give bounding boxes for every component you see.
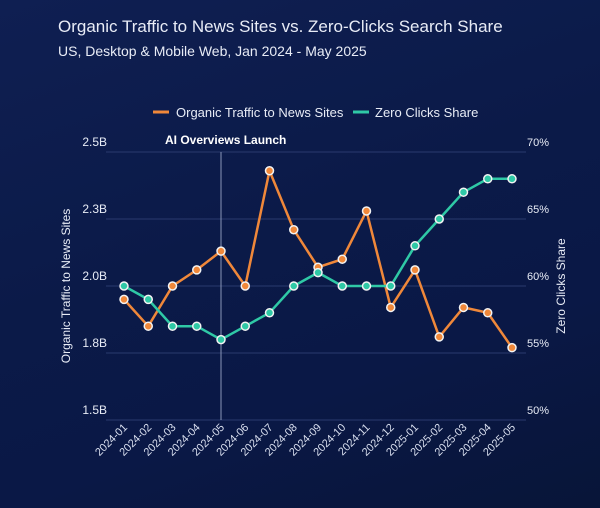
data-point-zero-clicks xyxy=(240,321,250,331)
y-axis-label-left: Organic Traffic to News Sites xyxy=(59,209,73,364)
data-point-zero-clicks xyxy=(337,281,347,291)
data-point-organic-traffic xyxy=(337,254,347,264)
data-point-organic-traffic xyxy=(410,265,420,275)
data-point-zero-clicks xyxy=(507,174,517,184)
data-point-zero-clicks xyxy=(119,281,129,291)
data-point-organic-traffic xyxy=(434,332,444,342)
data-point-organic-traffic xyxy=(264,166,275,176)
y-tick-label-left: 2.0B xyxy=(82,269,107,283)
y-axis-label-right: Zero Clicks Share xyxy=(554,238,568,334)
data-point-organic-traffic xyxy=(143,321,153,331)
y-tick-label-right: 65% xyxy=(527,204,549,216)
y-tick-label-left: 1.8B xyxy=(82,336,107,350)
data-point-organic-traffic xyxy=(119,294,129,305)
data-point-organic-traffic xyxy=(216,246,226,256)
data-point-zero-clicks xyxy=(313,267,323,278)
data-point-zero-clicks xyxy=(192,321,202,331)
data-point-zero-clicks xyxy=(264,308,275,318)
data-point-organic-traffic xyxy=(361,206,372,216)
series-line-organic-traffic xyxy=(123,166,514,349)
data-point-organic-traffic xyxy=(289,224,299,235)
chart-subtitle: US, Desktop & Mobile Web, Jan 2024 - May… xyxy=(58,43,367,59)
data-point-organic-traffic xyxy=(483,308,493,318)
data-point-zero-clicks xyxy=(386,281,396,291)
y-tick-label-left: 1.5B xyxy=(82,403,107,417)
data-point-zero-clicks xyxy=(458,187,469,197)
legend-label-zero-clicks: Zero Clicks Share xyxy=(375,105,478,120)
data-point-organic-traffic xyxy=(507,342,517,353)
data-point-zero-clicks xyxy=(143,294,153,305)
y-tick-label-right: 55% xyxy=(527,338,549,350)
series-line-zero-clicks xyxy=(123,177,512,342)
legend-label-organic: Organic Traffic to News Sites xyxy=(176,105,344,120)
legend: Organic Traffic to News Sites Zero Click… xyxy=(153,105,478,120)
data-point-zero-clicks xyxy=(361,281,372,291)
data-point-organic-traffic xyxy=(192,265,202,275)
data-point-zero-clicks xyxy=(167,321,178,331)
chart-title: Organic Traffic to News Sites vs. Zero-C… xyxy=(58,17,503,36)
y-tick-label-right: 50% xyxy=(527,405,549,417)
y-tick-label-right: 70% xyxy=(527,137,549,149)
data-point-zero-clicks xyxy=(216,334,226,345)
data-point-zero-clicks xyxy=(483,174,493,184)
y-tick-label-right: 60% xyxy=(527,271,549,283)
y-tick-label-left: 2.5B xyxy=(82,135,107,149)
data-point-organic-traffic xyxy=(386,302,396,313)
annotation-label: AI Overviews Launch xyxy=(165,133,286,147)
data-point-zero-clicks xyxy=(289,281,299,291)
data-point-organic-traffic xyxy=(240,281,250,291)
data-point-zero-clicks xyxy=(434,214,444,224)
y-tick-label-left: 2.3B xyxy=(82,202,107,216)
data-point-organic-traffic xyxy=(458,302,469,313)
data-point-zero-clicks xyxy=(410,241,420,251)
data-point-organic-traffic xyxy=(167,281,178,291)
